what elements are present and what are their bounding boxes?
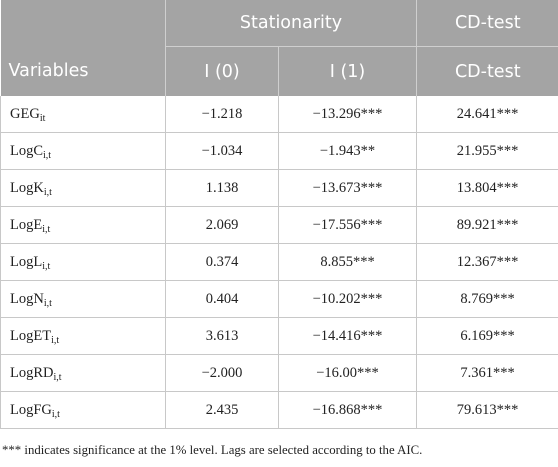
variable-name: LogKi,t xyxy=(0,169,166,207)
table-row: LogLi,t 0.374 8.855*** 12.367*** xyxy=(0,243,558,281)
i1-value: −16.868*** xyxy=(278,391,417,429)
i1-value: −13.296*** xyxy=(278,96,417,133)
cd-value: 7.361*** xyxy=(416,354,558,392)
cd-value: 6.169*** xyxy=(416,317,558,355)
variable-name: LogRDi,t xyxy=(0,354,166,392)
header-i1: I (1) xyxy=(278,46,417,96)
i1-value: −16.00*** xyxy=(278,354,417,392)
i1-value: −13.673*** xyxy=(278,169,417,207)
variable-name: LogLi,t xyxy=(0,243,166,281)
i0-value: 2.069 xyxy=(165,206,279,244)
i0-value: 1.138 xyxy=(165,169,279,207)
i1-value: 8.855*** xyxy=(278,243,417,281)
i1-value: −14.416*** xyxy=(278,317,417,355)
i0-value: 2.435 xyxy=(165,391,279,429)
variable-name: LogCi,t xyxy=(0,132,166,170)
variable-name: LogETi,t xyxy=(0,317,166,355)
i1-value: −10.202*** xyxy=(278,280,417,318)
header-blank xyxy=(0,0,166,47)
header-i0: I (0) xyxy=(165,46,279,96)
i0-value: 0.374 xyxy=(165,243,279,281)
table-row: LogCi,t −1.034 −1.943** 21.955*** xyxy=(0,132,558,170)
cd-value: 89.921*** xyxy=(416,206,558,244)
table-row: GEGit −1.218 −13.296*** 24.641*** xyxy=(0,96,558,133)
table-row: LogNi,t 0.404 −10.202*** 8.769*** xyxy=(0,280,558,318)
i0-value: −2.000 xyxy=(165,354,279,392)
table-footnote: *** indicates significance at the 1% lev… xyxy=(2,443,423,457)
i1-value: −1.943** xyxy=(278,132,417,170)
table-row: LogFGi,t 2.435 −16.868*** 79.613*** xyxy=(0,391,558,429)
variable-name: LogFGi,t xyxy=(0,391,166,429)
table-row: LogETi,t 3.613 −14.416*** 6.169*** xyxy=(0,317,558,355)
i1-value: −17.556*** xyxy=(278,206,417,244)
cd-value: 24.641*** xyxy=(416,96,558,133)
header-group-cd-test: CD-test xyxy=(416,0,558,47)
i0-value: 3.613 xyxy=(165,317,279,355)
header-group-stationarity: Stationarity xyxy=(165,0,417,47)
variable-name: LogNi,t xyxy=(0,280,166,318)
cd-value: 8.769*** xyxy=(416,280,558,318)
table-row: LogKi,t 1.138 −13.673*** 13.804*** xyxy=(0,169,558,207)
variable-name: LogEi,t xyxy=(0,206,166,244)
i0-value: 0.404 xyxy=(165,280,279,318)
cd-value: 13.804*** xyxy=(416,169,558,207)
results-table: Stationarity CD-test Variables I (0) I (… xyxy=(0,0,558,429)
table-row: LogEi,t 2.069 −17.556*** 89.921*** xyxy=(0,206,558,244)
cd-value: 21.955*** xyxy=(416,132,558,170)
i0-value: −1.034 xyxy=(165,132,279,170)
header-variables: Variables xyxy=(0,46,166,96)
variable-name: GEGit xyxy=(0,96,166,133)
cd-value: 12.367*** xyxy=(416,243,558,281)
table-row: LogRDi,t −2.000 −16.00*** 7.361*** xyxy=(0,354,558,392)
cd-value: 79.613*** xyxy=(416,391,558,429)
header-cd-test: CD-test xyxy=(416,46,558,96)
i0-value: −1.218 xyxy=(165,96,279,133)
